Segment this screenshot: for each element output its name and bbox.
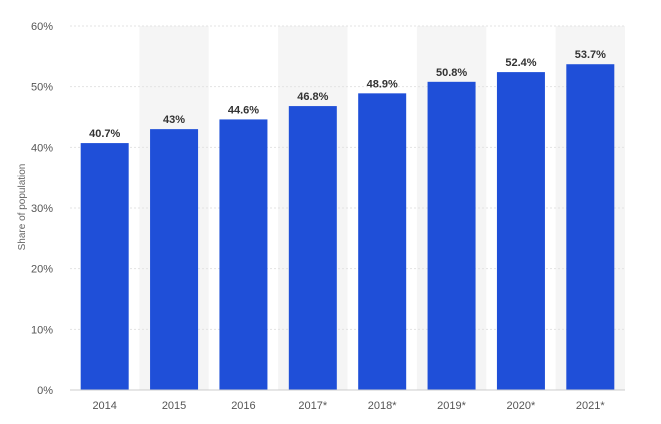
- x-tick-label: 2015: [162, 400, 186, 412]
- y-axis: 0% 10% 20% 30% 40% 50% 60%: [31, 21, 53, 397]
- y-tick-label: 50%: [31, 82, 53, 94]
- bar: [496, 72, 545, 391]
- bar: [288, 106, 337, 390]
- data-label: 43%: [163, 114, 185, 126]
- bar: [566, 64, 615, 390]
- y-tick-label: 20%: [31, 264, 53, 276]
- data-label: 52.4%: [505, 57, 536, 69]
- x-tick-label: 2021*: [576, 400, 605, 412]
- bar: [219, 119, 268, 390]
- bar: [80, 143, 129, 390]
- y-tick-label: 0%: [37, 385, 53, 397]
- x-tick-label: 2020*: [507, 400, 536, 412]
- data-label: 50.8%: [436, 67, 467, 79]
- data-label: 48.9%: [367, 78, 398, 90]
- bar: [358, 93, 407, 390]
- data-label: 44.6%: [228, 104, 259, 116]
- x-tick-label: 2018*: [368, 400, 397, 412]
- y-tick-label: 30%: [31, 203, 53, 215]
- data-label: 46.8%: [297, 91, 328, 103]
- data-label: 40.7%: [89, 128, 120, 140]
- bars: [80, 64, 615, 391]
- x-tick-label: 2016: [231, 400, 255, 412]
- data-labels: 40.7% 43% 44.6% 46.8% 48.9% 50.8% 52.4% 53.7%: [89, 49, 606, 140]
- data-label: 53.7%: [575, 49, 606, 61]
- y-tick-label: 10%: [31, 324, 53, 336]
- x-tick-label: 2014: [92, 400, 116, 412]
- y-tick-label: 40%: [31, 142, 53, 154]
- bar: [427, 81, 476, 391]
- y-axis-title: Share of population: [17, 164, 28, 251]
- x-axis: 2014 2015 2016 2017* 2018* 2019* 2020* 2021*: [70, 389, 625, 412]
- x-tick-label: 2017*: [298, 400, 327, 412]
- x-tick-label: 2019*: [437, 400, 466, 412]
- y-tick-label: 60%: [31, 21, 53, 33]
- bar: [150, 129, 199, 390]
